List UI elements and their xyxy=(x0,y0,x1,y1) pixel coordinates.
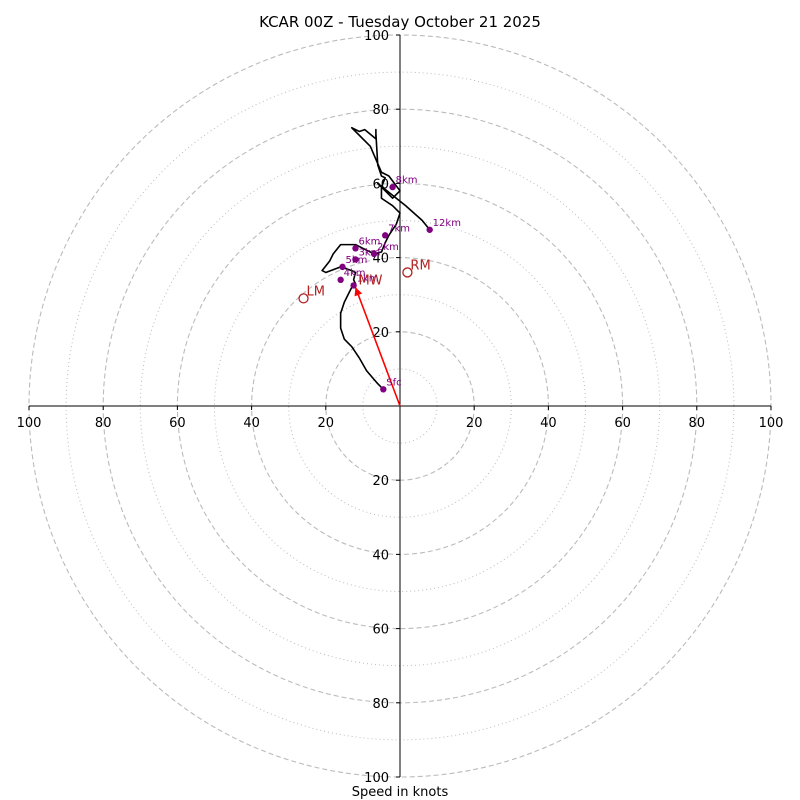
height-label-8km: 8km xyxy=(396,175,418,186)
height-label-12km: 12km xyxy=(433,218,461,229)
height-label-sfc: Sfc xyxy=(386,377,401,388)
height-marker-1km xyxy=(350,282,357,289)
x-tick-label: 40 xyxy=(540,416,557,431)
height-label-5km: 5km xyxy=(345,255,367,266)
height-label-4km: 4km xyxy=(344,268,366,279)
x-tick-label: 80 xyxy=(95,416,112,431)
hodograph-trace-group xyxy=(321,126,431,390)
x-tick-label: 60 xyxy=(169,416,186,431)
y-tick-label: 20 xyxy=(372,474,389,489)
x-tick-label: 100 xyxy=(17,416,42,431)
shear-vector xyxy=(354,286,401,407)
height-label-2km: 2km xyxy=(377,242,399,253)
y-tick-label: 100 xyxy=(364,771,389,786)
height-marker-6km xyxy=(352,245,359,252)
storm-motion-lm-marker xyxy=(298,293,309,304)
height-marker-7km xyxy=(381,232,389,239)
height-marker-3km xyxy=(352,256,359,263)
height-label-6km: 6km xyxy=(358,236,380,247)
height-marker-2km xyxy=(370,250,378,258)
storm-motion-mw-label: MW xyxy=(358,273,382,288)
y-tick-label: 60 xyxy=(372,623,389,638)
storm-motion-rm-marker xyxy=(402,267,413,278)
height-marker-4km xyxy=(337,276,344,284)
shear-vector-group xyxy=(354,286,401,407)
chart-title: KCAR 00Z - Tuesday October 21 2025 xyxy=(259,13,541,31)
shear-arrowhead xyxy=(354,287,363,297)
y-tick-label: 80 xyxy=(372,103,389,118)
x-tick-label: 100 xyxy=(759,416,784,431)
height-label-1km: 1km xyxy=(357,273,379,284)
x-axis-label: Speed in knots xyxy=(352,785,449,800)
storm-motion-rm-label: RM xyxy=(410,258,430,273)
height-marker-12km xyxy=(426,226,433,233)
storm-motion-lm-label: LM xyxy=(307,284,325,299)
x-tick-label: 20 xyxy=(466,416,483,431)
y-tick-label: 20 xyxy=(372,326,389,341)
y-tick-label: 40 xyxy=(372,548,389,563)
x-tick-label: 40 xyxy=(243,416,260,431)
x-tick-label: 80 xyxy=(689,416,706,431)
hodograph-trace xyxy=(321,126,431,390)
storm-motion-markers: RM LM MW xyxy=(298,258,431,304)
height-label-7km: 7km xyxy=(388,223,410,234)
height-marker-sfc xyxy=(380,386,387,393)
x-tick-label: 20 xyxy=(318,416,335,431)
y-tick-label: 100 xyxy=(364,29,389,44)
y-tick-label: 80 xyxy=(372,697,389,712)
height-label-3km: 3km xyxy=(358,247,380,258)
height-marker-8km xyxy=(389,183,396,191)
x-tick-label: 60 xyxy=(614,416,631,431)
height-marker-5km xyxy=(339,263,346,271)
